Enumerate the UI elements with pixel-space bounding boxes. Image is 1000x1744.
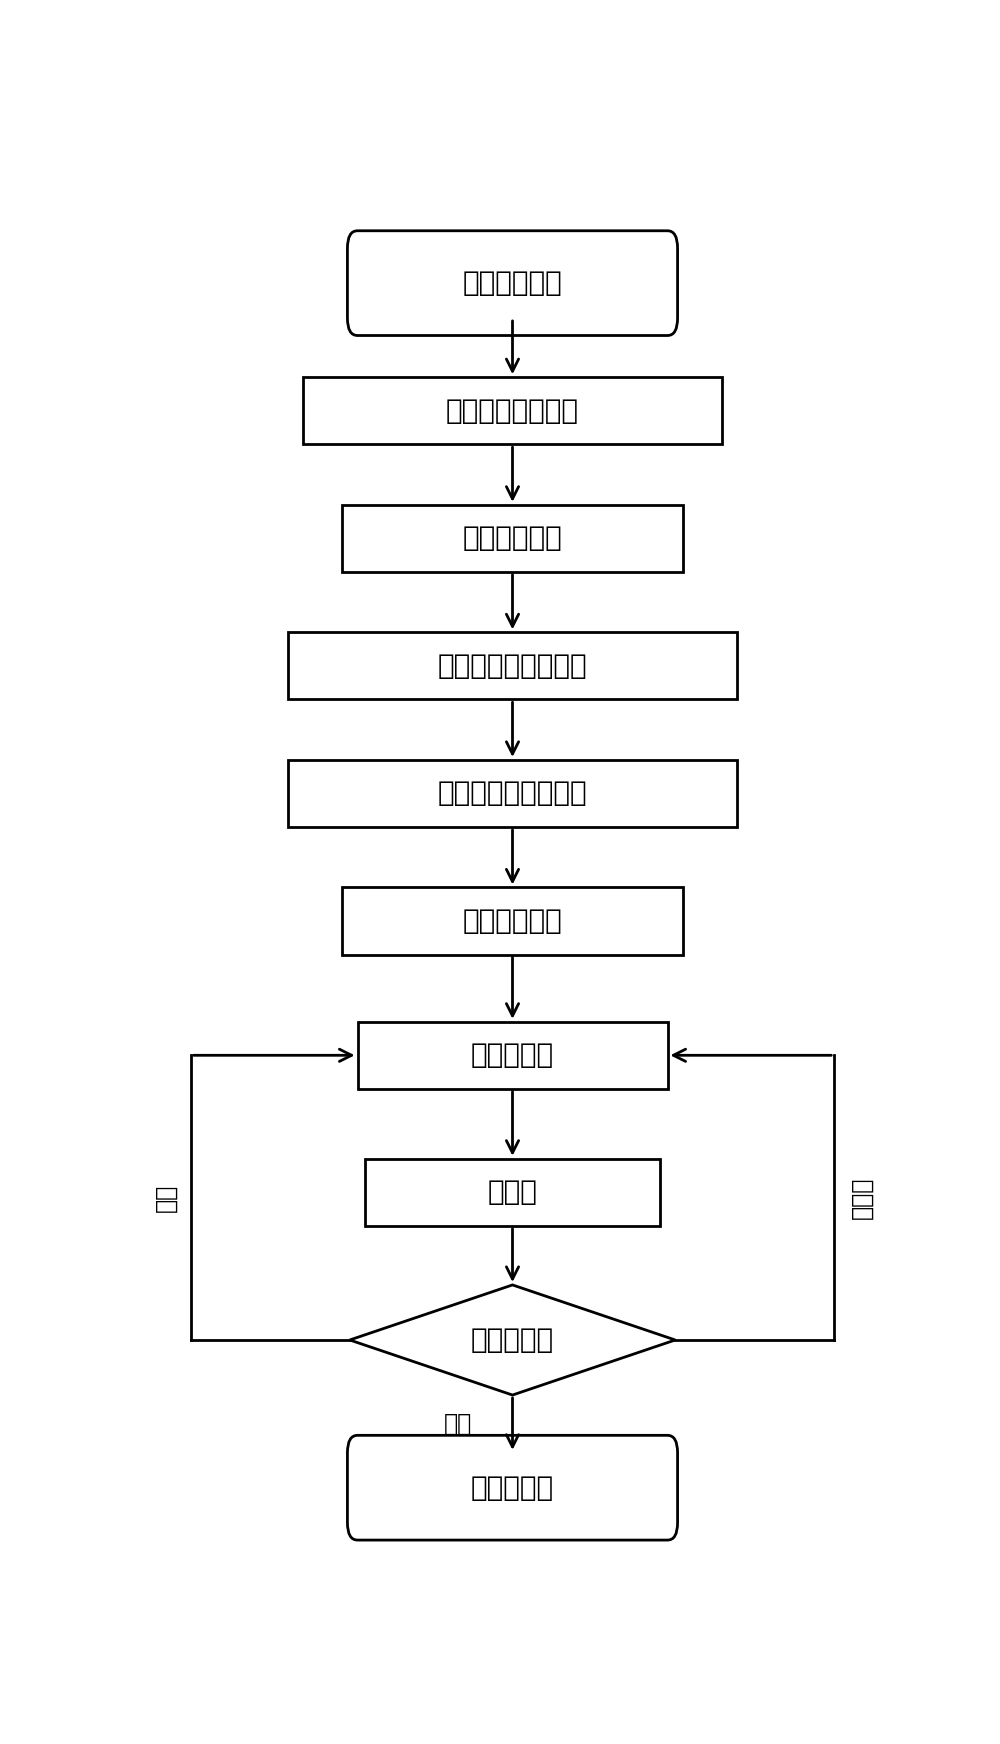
Text: 渗滤液处理: 渗滤液处理 xyxy=(471,1474,554,1502)
Text: 渗滤液收集系统施工: 渗滤液收集系统施工 xyxy=(438,652,587,680)
FancyBboxPatch shape xyxy=(347,1435,678,1540)
Bar xyxy=(358,1022,668,1088)
Text: 合格: 合格 xyxy=(154,1184,178,1212)
Text: 污染土壤回填: 污染土壤回填 xyxy=(463,907,562,935)
Bar xyxy=(342,504,683,572)
Text: 水喷淋: 水喷淋 xyxy=(488,1179,537,1207)
FancyBboxPatch shape xyxy=(347,230,678,335)
Bar xyxy=(288,633,737,699)
Text: 污染场地边界界定: 污染场地边界界定 xyxy=(446,396,579,426)
Polygon shape xyxy=(350,1285,675,1395)
Text: 污染土壤挖掘: 污染土壤挖掘 xyxy=(463,525,562,553)
Bar xyxy=(288,760,737,827)
Bar xyxy=(365,1158,660,1226)
Text: 淋洗液喷淋: 淋洗液喷淋 xyxy=(471,1041,554,1069)
Text: 不合格: 不合格 xyxy=(849,1177,873,1219)
Text: 污染场地调查: 污染场地调查 xyxy=(463,269,562,296)
Text: 渗滤液监测: 渗滤液监测 xyxy=(471,1325,554,1353)
Bar xyxy=(342,888,683,954)
Text: 污染场地防渗层施工: 污染场地防渗层施工 xyxy=(438,780,587,807)
Bar xyxy=(303,377,722,445)
Text: 合格: 合格 xyxy=(444,1413,472,1435)
